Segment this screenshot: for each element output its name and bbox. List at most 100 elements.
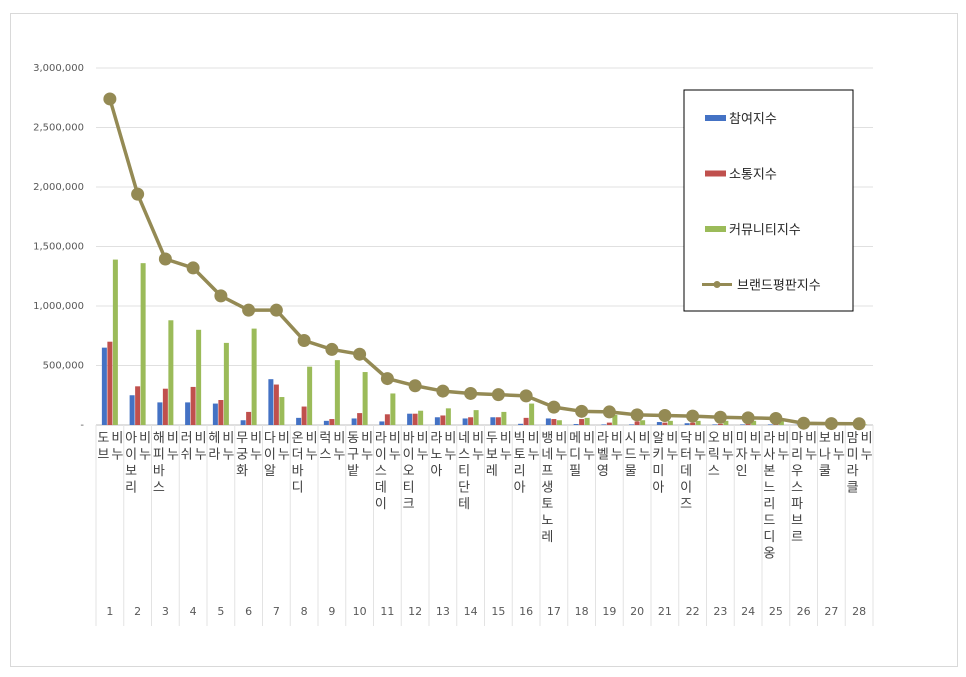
- category-label-char: 생: [541, 481, 553, 496]
- category-label-char: 비: [195, 431, 207, 446]
- category-label-char: 비: [500, 431, 512, 446]
- category-label-char: 나: [819, 448, 831, 463]
- bar: [351, 418, 357, 425]
- category-label-char: 뱅: [541, 431, 553, 446]
- legend-label: 커뮤니티지수: [729, 223, 801, 238]
- bar: [684, 423, 690, 425]
- bar: [412, 413, 418, 425]
- series-point: [436, 384, 450, 398]
- category-label-char: 티: [403, 481, 415, 496]
- category-label-char: 라: [430, 431, 442, 446]
- rank-label: 24: [741, 605, 755, 618]
- series-point: [602, 405, 616, 419]
- series-point: [547, 400, 561, 414]
- series-point: [519, 389, 533, 403]
- bar: [662, 422, 668, 425]
- series-line: [108, 98, 860, 426]
- bar: [107, 341, 113, 425]
- rank-label: 17: [547, 605, 561, 618]
- category-label-char: 데: [375, 481, 387, 496]
- category-label-char: 럭: [319, 431, 331, 446]
- bar: [501, 411, 507, 425]
- bar: [301, 406, 307, 425]
- category-label-char: 비: [528, 431, 540, 446]
- category-label-char: 바: [153, 464, 165, 479]
- category-label-char: 비: [333, 431, 345, 446]
- category-label-char: 비: [555, 431, 567, 446]
- series-point: [103, 92, 117, 106]
- category-label-char: 물: [625, 464, 637, 479]
- category-label-char: 레: [541, 530, 553, 545]
- bar: [251, 328, 257, 425]
- series-point: [491, 388, 505, 402]
- category-label-char: 터: [680, 448, 692, 463]
- legend-marker: [713, 281, 721, 288]
- category-label-char: 단: [458, 481, 470, 496]
- category-label: 미자인 비누: [736, 431, 762, 479]
- y-tick-label: 1,500,000: [33, 242, 84, 253]
- category-label-char: 알: [264, 464, 276, 479]
- y-tick-label: 2,500,000: [33, 123, 84, 134]
- category-label-char: 라: [597, 431, 609, 446]
- rank-label: 5: [217, 605, 224, 618]
- category-label-char: 누: [417, 448, 429, 463]
- category-label-char: 미: [652, 464, 664, 479]
- bar: [135, 386, 141, 425]
- category-label-char: 디: [569, 448, 581, 463]
- category-label-char: 누: [167, 448, 179, 463]
- category-label-char: 비: [111, 431, 123, 446]
- category-label-char: 스: [153, 481, 165, 496]
- bar: [140, 263, 146, 425]
- bar: [407, 413, 413, 425]
- category-label-char: 아: [514, 481, 526, 496]
- category-label-char: 우: [791, 464, 803, 479]
- chart-frame: - 500,000 1,000,000 1,500,000 2,000,000 2,500…: [10, 13, 958, 667]
- category-label-char: 데: [680, 464, 692, 479]
- bar: [168, 320, 174, 425]
- series-point: [353, 347, 367, 361]
- rank-label: 1: [106, 605, 113, 618]
- category-label-char: 누: [278, 448, 290, 463]
- series-point: [242, 303, 256, 317]
- category-label-char: 누: [333, 448, 345, 463]
- category-label-char: 미: [847, 448, 859, 463]
- bar: [362, 372, 368, 425]
- bar: [279, 397, 285, 425]
- category-label: 라노아 비누: [430, 431, 456, 479]
- category-label-char: 즈: [680, 497, 692, 512]
- bar: [584, 417, 590, 425]
- category-label-char: 크: [403, 497, 415, 512]
- rank-label: 16: [519, 605, 533, 618]
- series-point: [713, 410, 727, 424]
- rank-label: 11: [380, 605, 394, 618]
- y-axis-ticks: - 500,000 1,000,000 1,500,000 2,000,000 2,500…: [33, 63, 84, 431]
- category-label-char: 비: [139, 431, 151, 446]
- category-label: 두보레 비누: [486, 431, 512, 479]
- rank-label: 8: [301, 605, 308, 618]
- category-label-char: 스: [708, 464, 720, 479]
- category-label-char: 러: [181, 431, 193, 446]
- category-label-char: 비: [694, 431, 706, 446]
- category-label-char: 스: [319, 448, 331, 463]
- bar: [323, 420, 329, 425]
- category-label-char: 클: [847, 481, 859, 496]
- category-label-char: 영: [597, 464, 609, 479]
- series-point: [158, 252, 172, 266]
- category-label: 라벨영 비누: [597, 431, 623, 479]
- category-label-char: 누: [306, 448, 318, 463]
- rank-label: 9: [328, 605, 335, 618]
- rank-label: 22: [686, 605, 700, 618]
- bar: [112, 259, 118, 425]
- series-point: [741, 411, 755, 425]
- category-label-char: 아: [652, 481, 664, 496]
- bar: [246, 411, 252, 425]
- category-labels: 도브비누아이보리비누해피바스비누러쉬비누헤라비누무궁화비누다이알비누온더바디비누…: [97, 431, 872, 562]
- category-label-char: 누: [444, 448, 456, 463]
- category-label-char: 비: [389, 431, 401, 446]
- bar: [629, 424, 635, 425]
- category-label-char: 이: [375, 497, 387, 512]
